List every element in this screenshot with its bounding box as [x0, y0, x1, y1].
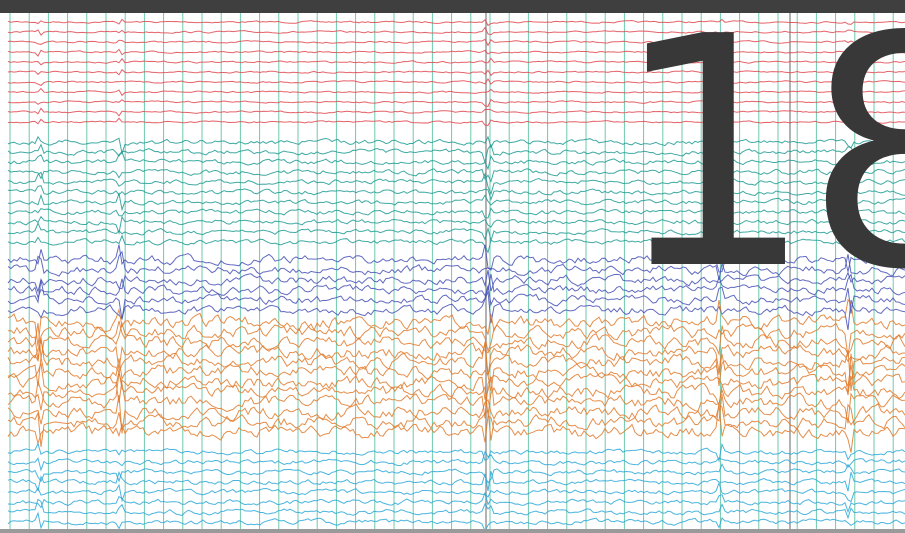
- bottom-edge: [0, 529, 905, 533]
- eeg-picture: 18: [0, 0, 905, 533]
- overlay-number: 18: [612, 0, 905, 339]
- page: 18 (() => { const data = JSON.parse(docu…: [0, 0, 905, 533]
